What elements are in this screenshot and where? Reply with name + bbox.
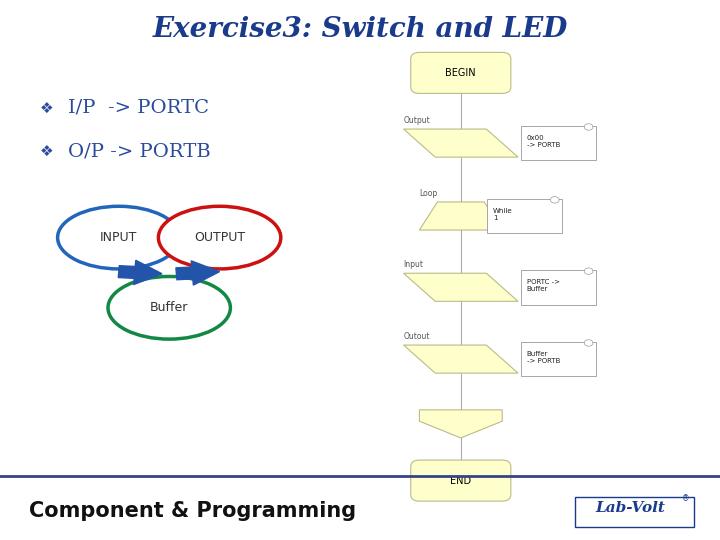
FancyBboxPatch shape bbox=[487, 199, 562, 233]
Circle shape bbox=[585, 340, 593, 346]
Polygon shape bbox=[403, 129, 518, 157]
Text: INPUT: INPUT bbox=[100, 231, 138, 244]
Text: ❖: ❖ bbox=[40, 144, 53, 159]
Polygon shape bbox=[419, 202, 503, 230]
Text: 0x00
-> PORTB: 0x00 -> PORTB bbox=[527, 135, 560, 148]
FancyBboxPatch shape bbox=[521, 270, 596, 305]
Text: I/P  -> PORTC: I/P -> PORTC bbox=[68, 99, 210, 117]
Text: Exercise3: Switch and LED: Exercise3: Switch and LED bbox=[153, 16, 567, 43]
FancyBboxPatch shape bbox=[521, 126, 596, 160]
Circle shape bbox=[585, 124, 593, 130]
Text: Buffer
-> PORTB: Buffer -> PORTB bbox=[527, 351, 560, 364]
Circle shape bbox=[550, 197, 559, 203]
Circle shape bbox=[585, 268, 593, 274]
Text: ❖: ❖ bbox=[40, 100, 53, 116]
Text: END: END bbox=[450, 476, 472, 485]
Text: Lab-Volt: Lab-Volt bbox=[595, 501, 665, 515]
FancyBboxPatch shape bbox=[575, 497, 694, 526]
Text: O/P -> PORTB: O/P -> PORTB bbox=[68, 142, 211, 160]
Text: Buffer: Buffer bbox=[150, 301, 189, 314]
FancyArrow shape bbox=[176, 261, 220, 285]
Text: Output: Output bbox=[403, 116, 431, 125]
Text: While
1: While 1 bbox=[492, 208, 513, 221]
Text: OUTPUT: OUTPUT bbox=[194, 231, 246, 244]
Text: BEGIN: BEGIN bbox=[446, 68, 476, 78]
Text: Component & Programming: Component & Programming bbox=[29, 501, 356, 521]
Text: Input: Input bbox=[403, 260, 423, 269]
Ellipse shape bbox=[158, 206, 281, 269]
FancyBboxPatch shape bbox=[521, 342, 596, 376]
Ellipse shape bbox=[58, 206, 180, 269]
Text: Outout: Outout bbox=[403, 332, 430, 341]
FancyBboxPatch shape bbox=[410, 460, 511, 501]
Text: PORTC ->
Buffer: PORTC -> Buffer bbox=[527, 279, 559, 292]
Polygon shape bbox=[403, 345, 518, 373]
Text: ®: ® bbox=[682, 494, 689, 503]
FancyArrow shape bbox=[118, 260, 162, 285]
Ellipse shape bbox=[108, 276, 230, 339]
Polygon shape bbox=[419, 410, 503, 438]
Text: Loop: Loop bbox=[419, 189, 438, 198]
Polygon shape bbox=[403, 273, 518, 301]
FancyBboxPatch shape bbox=[410, 52, 511, 93]
